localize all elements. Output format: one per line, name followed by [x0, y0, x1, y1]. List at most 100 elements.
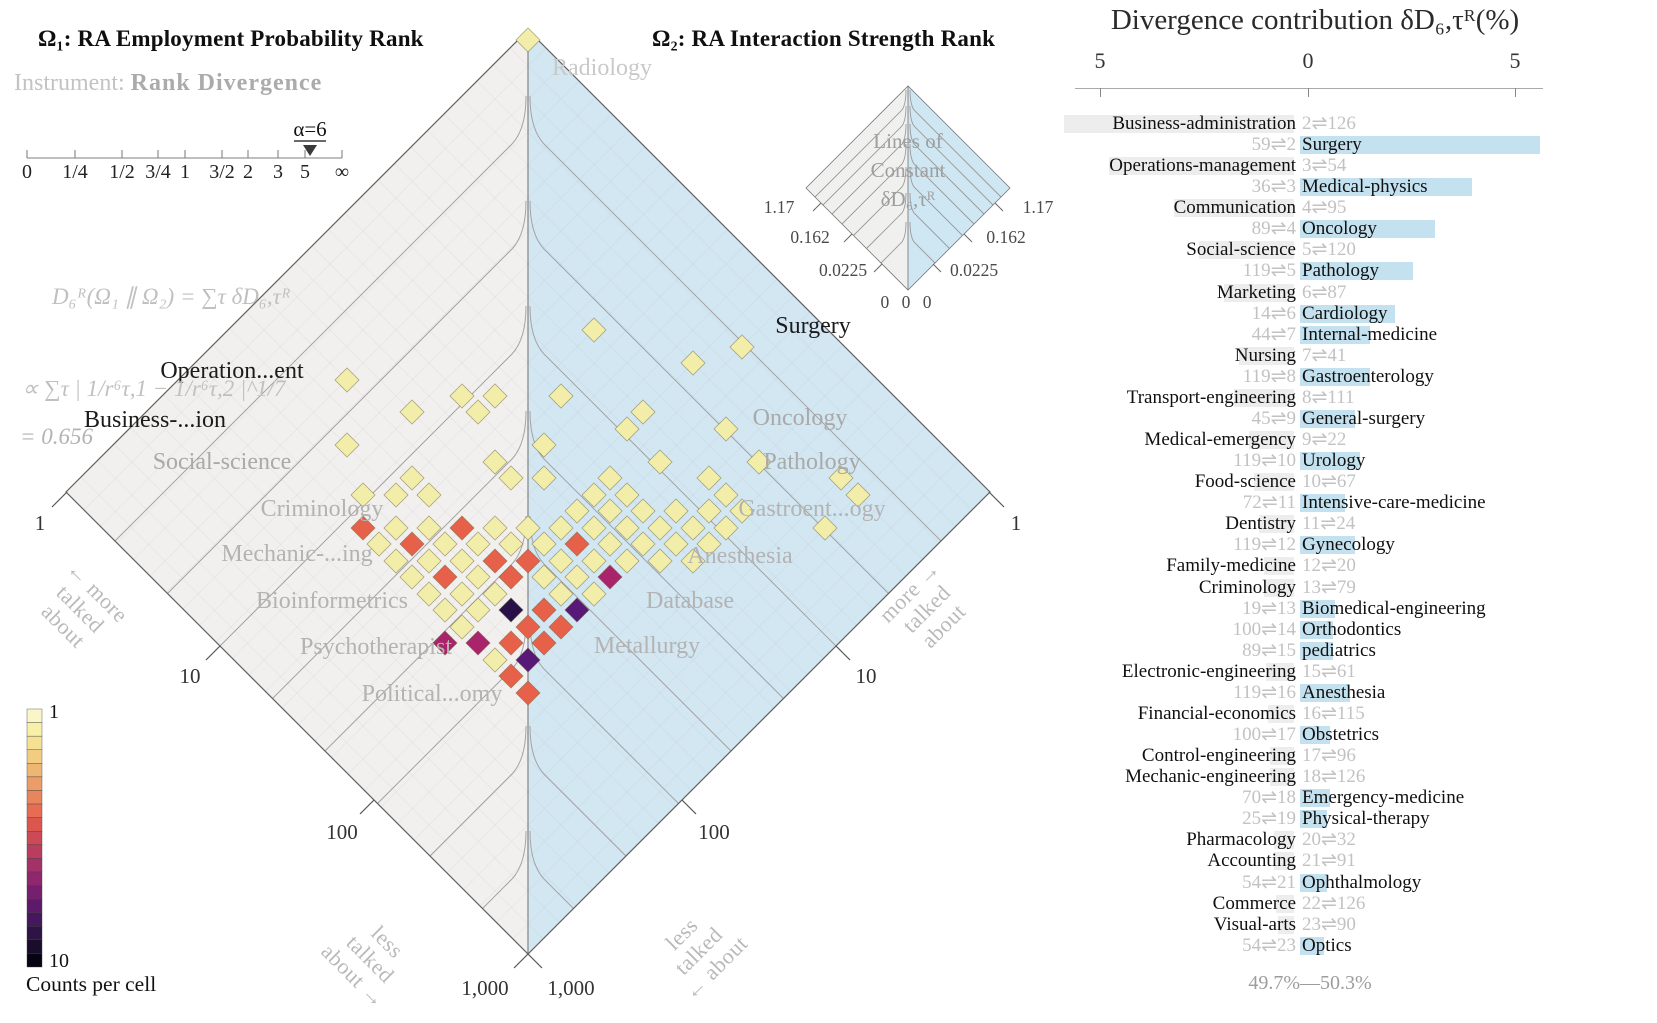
- colorbar-segment: [26, 885, 43, 900]
- heatmap-cells: [334, 27, 871, 706]
- heatmap-cell: [581, 515, 607, 541]
- contribution-name: Nursing: [1234, 344, 1296, 366]
- heatmap-cell: [531, 465, 557, 491]
- contribution-row: Medical-physics 36⇌3: [1050, 176, 1657, 197]
- contribution-bar: [1300, 178, 1472, 197]
- contribution-rank-pair: 17⇌96: [1302, 745, 1356, 767]
- heatmap-cell: [498, 564, 524, 590]
- subject-label: Social-science: [153, 449, 292, 475]
- subject-label: Metallurgy: [594, 633, 700, 659]
- colorbar-caption: Counts per cell: [26, 972, 156, 996]
- alpha-tick-label: 3/2: [209, 161, 235, 183]
- heatmap-cell: [515, 647, 541, 673]
- subject-label: Bioinformetrics: [256, 588, 408, 614]
- contribution-bar: [1270, 747, 1294, 766]
- contribution-name: Medical-physics: [1302, 176, 1428, 198]
- heatmap-cell: [482, 515, 508, 541]
- contribution-name: Orthodontics: [1302, 618, 1402, 640]
- heatmap-cell: [515, 27, 541, 53]
- divergence-formula-line1: D₆ᴿ(Ω₁ ∥ Ω₂) = ∑τ δD₆,τᴿ: [52, 284, 291, 309]
- heatmap-cell: [482, 383, 508, 409]
- contribution-row: Internal-medicine 44⇌7: [1050, 324, 1657, 345]
- inset-contour-value: 0.162: [790, 227, 829, 247]
- contribution-name: Biomedical-engineering: [1302, 597, 1486, 619]
- heatmap-cell: [465, 597, 491, 623]
- contribution-rank-pair: 44⇌7: [1251, 323, 1296, 345]
- heatmap-cell: [663, 531, 689, 557]
- inset-tick-mark: [932, 263, 942, 273]
- heatmap-cell: [432, 564, 458, 590]
- contribution-name: General-surgery: [1302, 407, 1426, 429]
- heatmap-cell: [696, 498, 722, 524]
- contribution-bar: [1259, 515, 1294, 534]
- heatmap-cell: [581, 581, 607, 607]
- contribution-row: Dentistry 11⇌24: [1050, 513, 1657, 534]
- contribution-name: Pharmacology: [1186, 829, 1296, 851]
- heatmap-cell: [482, 581, 508, 607]
- contribution-rank-pair: 119⇌12: [1233, 534, 1296, 556]
- inset-contour-value: 1.17: [1023, 197, 1054, 217]
- heatmap-cell: [548, 383, 574, 409]
- contribution-rank-pair: 5⇌120: [1302, 239, 1356, 261]
- heatmap-cell: [614, 548, 640, 574]
- heatmap-cell: [680, 350, 706, 376]
- contribution-axis-tick: [1308, 88, 1309, 97]
- contribution-rank-pair: 10⇌67: [1302, 471, 1356, 493]
- heatmap-cell: [597, 465, 623, 491]
- heatmap-cell: [581, 482, 607, 508]
- heatmap-cell: [515, 680, 541, 706]
- subject-label: Radiology: [552, 55, 652, 81]
- inset-tick-mark: [994, 202, 1004, 212]
- colorbar-segment: [26, 735, 43, 750]
- heatmap-cell: [515, 515, 541, 541]
- heatmap-cell: [498, 465, 524, 491]
- heatmap-cell: [416, 482, 442, 508]
- contribution-bar: [1274, 831, 1294, 850]
- contribution-name: Obstetrics: [1302, 724, 1380, 746]
- contribution-rank-pair: 19⇌13: [1242, 597, 1296, 619]
- contribution-bar: [1300, 641, 1333, 660]
- heatmap-cell: [515, 614, 541, 640]
- alpha-tick-label: 3: [273, 161, 283, 183]
- colorbar-segment: [26, 803, 43, 818]
- contribution-name: Physical-therapy: [1302, 808, 1430, 830]
- contribution-bar: [1300, 789, 1330, 808]
- heatmap-cell: [828, 465, 854, 491]
- contribution-title: Divergence contribution δD₆,τᴿ(%): [1110, 4, 1520, 36]
- contribution-bar: [1266, 662, 1294, 681]
- alpha-tick-label: 1/2: [109, 161, 135, 183]
- contribution-row: Optics 54⇌23: [1050, 935, 1657, 956]
- inset-contour-value: 0.162: [986, 227, 1025, 247]
- colorbar-segment: [26, 858, 43, 873]
- contribution-bar: [1264, 578, 1294, 597]
- contribution-rank-pair: 7⇌41: [1302, 344, 1347, 366]
- contribution-axis-label: 5: [1509, 48, 1521, 73]
- contribution-row: Criminology 13⇌79: [1050, 577, 1657, 598]
- heatmap-cell: [432, 597, 458, 623]
- contribution-bar: [1174, 199, 1294, 218]
- contribution-name: Oncology: [1302, 218, 1377, 240]
- contribution-row: Intensive-care-medicine 72⇌11: [1050, 492, 1657, 513]
- contribution-row: Visual-arts 23⇌90: [1050, 914, 1657, 935]
- heatmap-cell: [713, 416, 739, 442]
- contribution-row: Ophthalmology 54⇌21: [1050, 872, 1657, 893]
- contribution-rank-pair: 54⇌23: [1242, 934, 1296, 956]
- contribution-name: Control-engineering: [1141, 745, 1296, 767]
- heatmap-cell: [399, 531, 425, 557]
- alpha-tick-label: 1: [180, 161, 190, 183]
- contribution-name: Pathology: [1302, 260, 1380, 282]
- heatmap-cell: [350, 482, 376, 508]
- heatmap-cell: [416, 548, 442, 574]
- contribution-rank-pair: 119⇌10: [1233, 450, 1296, 472]
- diamond-left-half: [66, 30, 528, 954]
- contribution-bar: [1199, 241, 1294, 260]
- colorbar-segment: [26, 831, 43, 845]
- contribution-name: Criminology: [1198, 576, 1296, 598]
- heatmap-cell: [548, 614, 574, 640]
- contribution-rank-pair: 70⇌18: [1242, 787, 1296, 809]
- contribution-row: Family-medicine 12⇌20: [1050, 555, 1657, 576]
- heatmap-cell: [416, 515, 442, 541]
- heatmap-cell: [680, 515, 706, 541]
- contribution-row: Commerce 22⇌126: [1050, 893, 1657, 914]
- heatmap-cell: [548, 548, 574, 574]
